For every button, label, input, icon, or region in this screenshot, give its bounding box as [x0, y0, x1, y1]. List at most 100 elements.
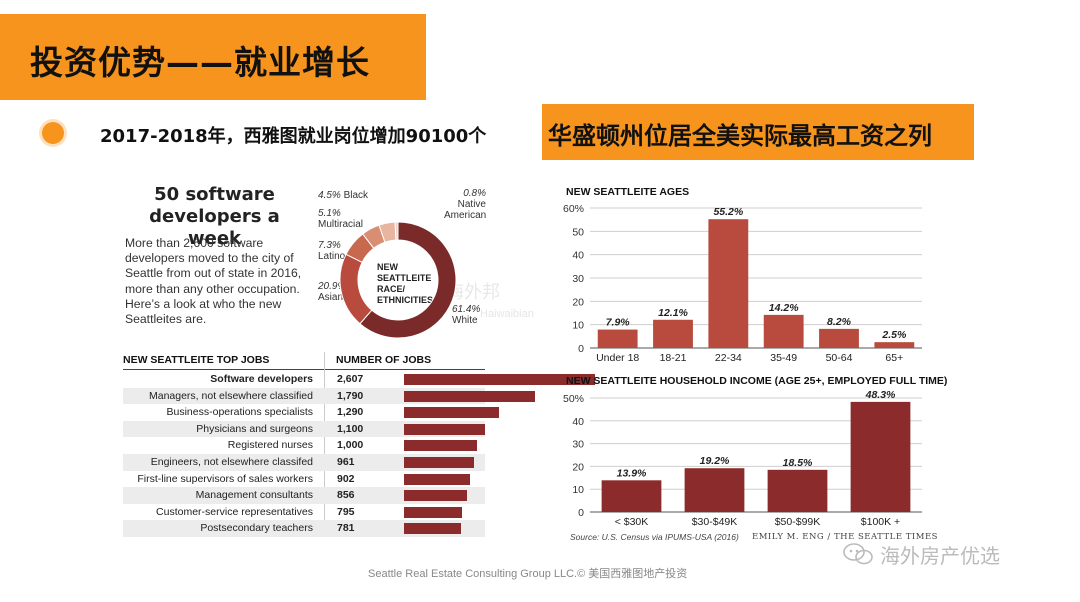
headline-line1: 50 software — [154, 184, 275, 205]
table-row: Registered nurses 1,000 — [123, 437, 485, 454]
donut-center-label: NEW SEATTLEITE RACE/ ETHNICITIES — [377, 262, 453, 306]
job-count: 902 — [337, 472, 355, 485]
income-chart-xtick: $30-$49K — [692, 516, 738, 528]
job-name: Engineers, not elsewhere classifed — [150, 456, 313, 468]
job-count: 1,290 — [337, 406, 364, 419]
income-chart-title: NEW SEATTLEITE HOUSEHOLD INCOME (AGE 25+… — [566, 375, 947, 387]
bullet-icon — [42, 122, 64, 144]
ages-chart-xtick: Under 18 — [596, 352, 639, 364]
table-row: Management consultants 856 — [123, 487, 485, 504]
intro-text: More than 2,600 software developers move… — [125, 236, 302, 327]
wechat-logo-icon — [843, 543, 873, 565]
job-count: 961 — [337, 456, 355, 468]
ages-chart-bar — [597, 329, 638, 348]
income-chart-data-label: 18.5% — [783, 457, 813, 469]
table-divider — [324, 352, 325, 537]
ages-chart-ytick: 20 — [572, 296, 584, 308]
ages-chart-data-label: 8.2% — [827, 316, 852, 328]
label-multiracial: 5.1% Multiracial — [318, 208, 363, 230]
income-chart-xtick: $100K + — [861, 516, 900, 528]
ages-chart-data-label: 14.2% — [769, 302, 799, 314]
ages-chart-ytick: 10 — [572, 320, 584, 332]
footer-text: Seattle Real Estate Consulting Group LLC… — [368, 568, 688, 580]
ages-chart-xtick: 35-49 — [770, 352, 797, 364]
ages-chart-ytick: 0 — [578, 343, 584, 355]
native-pct: 0.8% — [463, 188, 486, 199]
native-name: Native American — [444, 199, 487, 221]
ages-chart-ytick: 50 — [572, 226, 584, 238]
ages-chart-xtick: 22-34 — [715, 352, 742, 364]
ages-chart-xtick: 50-64 — [826, 352, 853, 364]
job-bar — [404, 407, 499, 419]
chart-credit: EMILY M. ENG / THE SEATTLE TIMES — [752, 532, 938, 542]
donut-slice-white — [359, 221, 457, 339]
income-chart-ytick: 0 — [578, 507, 584, 519]
income-chart-xtick: < $30K — [615, 516, 649, 528]
job-bar — [404, 374, 595, 385]
label-white: 61.4% White — [452, 304, 480, 326]
job-count: 1,790 — [337, 389, 364, 402]
job-name: Software developers — [210, 373, 313, 385]
income-chart-bar — [684, 468, 745, 512]
job-name: Customer-service representatives — [156, 505, 313, 518]
income-chart-data-label: 13.9% — [617, 467, 647, 479]
job-bar — [404, 440, 478, 452]
highlight-banner — [542, 104, 974, 160]
black-pct: 4.5% — [318, 190, 341, 201]
ages-chart-bar — [819, 328, 859, 348]
job-count: 2,607 — [337, 373, 364, 385]
label-latino: 7.3% Latino — [318, 240, 345, 262]
income-chart-data-label: 48.3% — [865, 389, 896, 401]
latino-pct: 7.3% — [318, 240, 341, 251]
donut-slice-asian — [339, 253, 373, 325]
table-row: Customer-service representatives 795 — [123, 504, 485, 521]
page-title: 投资优势——就业增长 — [30, 43, 370, 82]
ages-chart-title: NEW SEATTLEITE AGES — [566, 186, 689, 198]
watermark-cn: 海外邦 — [446, 282, 500, 302]
table-rule — [123, 369, 485, 370]
multiracial-pct: 5.1% — [318, 208, 341, 219]
job-bar — [404, 457, 475, 468]
job-bar — [404, 423, 485, 435]
latino-name: Latino — [318, 251, 346, 262]
ages-chart-ytick: 60% — [563, 203, 584, 215]
income-chart-ytick: 40 — [572, 416, 584, 428]
ages-chart-ytick: 30 — [572, 273, 584, 285]
ages-chart-data-label: 7.9% — [606, 317, 631, 329]
job-bar — [404, 490, 467, 502]
table-row: Postsecondary teachers 781 — [123, 520, 485, 537]
headline-line2: developers a week — [149, 206, 280, 249]
watermark-en: Haiwaibian — [480, 308, 534, 320]
table-row: Business-operations specialists 1,290 — [123, 404, 499, 421]
income-chart-xtick: $50-$99K — [775, 516, 821, 528]
ages-chart-data-label: 55.2% — [713, 206, 743, 218]
ages-chart-bar — [763, 314, 804, 348]
job-count: 1,100 — [337, 422, 364, 435]
job-bar — [404, 473, 471, 485]
job-bar — [404, 390, 536, 402]
ages-chart-ytick: 40 — [572, 250, 584, 262]
job-name: Management consultants — [195, 489, 313, 502]
job-name: Managers, not elsewhere classified — [148, 389, 313, 402]
job-name: Postsecondary teachers — [200, 522, 313, 535]
job-name: Registered nurses — [227, 439, 313, 452]
income-chart-ytick: 20 — [572, 461, 584, 473]
ages-chart-bar — [708, 219, 749, 348]
black-name: Black — [343, 190, 369, 201]
job-bar — [404, 506, 463, 518]
ages-chart-bar — [653, 319, 693, 348]
subtitle: 2017-2018年，西雅图就业岗位增加90100个 — [100, 126, 487, 147]
income-chart-bar — [850, 401, 911, 512]
white-name: White — [452, 315, 478, 326]
job-count: 856 — [337, 489, 355, 502]
donut-center-line2: RACE/ — [377, 284, 406, 294]
table-row: Engineers, not elsewhere classifed 961 — [123, 454, 485, 471]
income-chart-ytick: 30 — [572, 439, 584, 451]
donut-slice-native-american — [394, 221, 399, 241]
job-name: Business-operations specialists — [166, 406, 314, 419]
table-row: Managers, not elsewhere classified 1,790 — [123, 387, 536, 405]
job-count: 781 — [337, 522, 355, 535]
income-chart-data-label: 19.2% — [700, 455, 730, 467]
footer-logo: 海外房产优选 — [880, 544, 1000, 568]
